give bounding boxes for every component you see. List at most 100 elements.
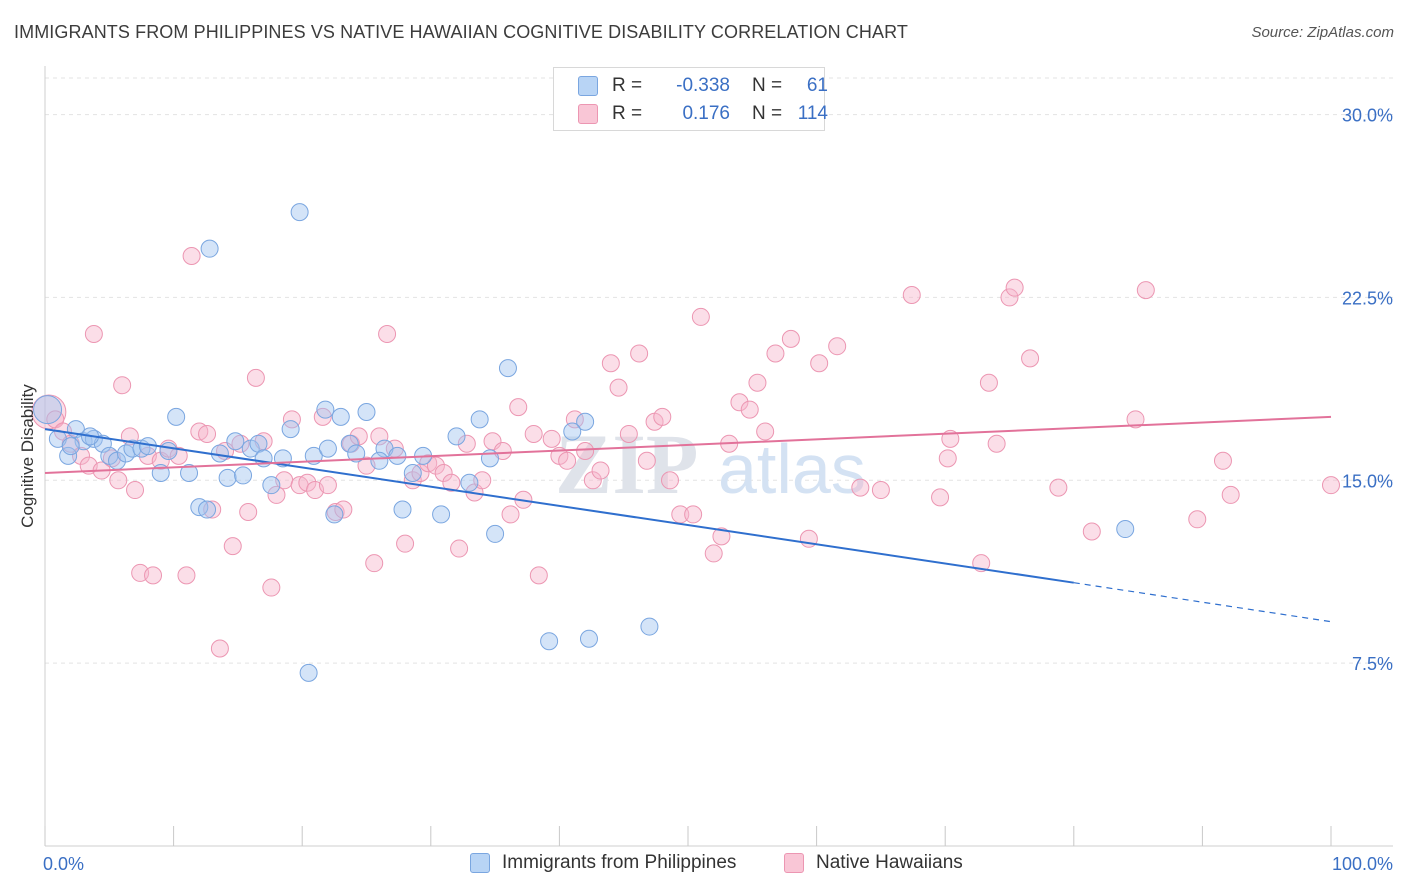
philippines-point: [370, 451, 389, 470]
hawaiians-point: [1213, 451, 1232, 470]
philippines-point: [579, 629, 598, 648]
hawaiians-point: [246, 368, 265, 387]
philippines-point: [340, 434, 359, 453]
hawaiians-point: [712, 527, 731, 546]
hawaiians-point: [109, 471, 128, 490]
hawaiians-point: [334, 500, 353, 519]
hawaiians-point: [1322, 476, 1340, 495]
watermark: ZIP: [555, 416, 698, 512]
philippines-point: [388, 446, 407, 465]
hawaiians-point: [426, 456, 445, 475]
hawaiians-point: [619, 424, 638, 443]
hawaiians-point: [231, 434, 250, 453]
y-tick-label: 30.0%: [1342, 106, 1393, 126]
hawaiians-point: [630, 344, 649, 363]
hawaiians-point: [542, 429, 561, 448]
hawaiians-point: [113, 376, 132, 395]
philippines-point: [159, 442, 178, 461]
hawaiians-point: [748, 373, 767, 392]
hawaiians-point: [828, 337, 847, 356]
grid-lines: [45, 77, 1393, 664]
hawaiians-point: [653, 407, 672, 426]
philippines-point: [281, 420, 300, 439]
hawaiians-point: [298, 473, 317, 492]
philippines-point: [540, 632, 559, 651]
trend-lines: [44, 415, 1332, 623]
legend-r-value: -0.338: [676, 75, 730, 96]
hawaiians-point: [318, 476, 337, 495]
legend-n-value: 114: [797, 103, 828, 124]
legend-row-philippines: R = -0.338 N = 61: [578, 73, 828, 99]
tick-labels: 7.5% 15.0% 22.5% 30.0% 0.0% 100.0%: [43, 106, 1393, 874]
philippines-point: [403, 463, 422, 482]
philippines-point: [640, 617, 659, 636]
y-axis-label: Cognitive Disability: [18, 384, 37, 528]
philippines-point: [563, 422, 582, 441]
hawaiians-point: [987, 434, 1006, 453]
hawaiians-point: [84, 325, 103, 343]
philippines-trend-extension: [1073, 582, 1332, 623]
hawaiians-point: [810, 354, 829, 373]
x-tick-label: 0.0%: [43, 854, 84, 874]
legend-n-value: 61: [806, 75, 828, 96]
hawaiians-point: [1126, 410, 1145, 429]
hawaiians-point: [1021, 349, 1040, 368]
hawaiians-point: [851, 478, 870, 497]
hawaiians-point: [1049, 478, 1068, 497]
philippines-point: [498, 359, 517, 378]
philippines-trend-line: [44, 428, 1074, 584]
bottom-legend-label: Native Hawaiians: [816, 852, 963, 873]
legend-n-label: N =: [752, 103, 783, 124]
philippines-point: [316, 400, 335, 419]
hawaiians-point: [691, 307, 710, 326]
legend-r-value: 0.176: [682, 103, 730, 124]
philippines-point: [234, 466, 253, 485]
hawaiians-point: [501, 505, 520, 524]
hawaiians-point: [396, 534, 415, 553]
hawaiians-point: [1005, 278, 1024, 297]
hawaiians-point: [223, 537, 242, 556]
hawaiians-point: [704, 544, 723, 563]
philippines-point: [576, 412, 595, 431]
hawaiians-point: [169, 446, 188, 465]
y-tick-label: 7.5%: [1352, 654, 1393, 674]
hawaiians-point: [740, 400, 759, 419]
hawaiians-point: [378, 325, 397, 343]
hawaiians-point: [524, 424, 543, 443]
hawaiians-point: [671, 505, 690, 524]
philippines-point: [198, 500, 217, 519]
hawaiians-point: [1082, 522, 1101, 541]
philippines-point: [226, 432, 245, 451]
hawaiians-point: [601, 354, 620, 373]
philippines-point: [460, 473, 479, 492]
hawaiians-point: [684, 505, 703, 524]
philippines-point: [218, 468, 237, 487]
y-tick-label: 22.5%: [1342, 288, 1393, 308]
legend-swatch-hawaiians: [578, 104, 598, 124]
y-tick-label: 15.0%: [1342, 471, 1393, 491]
hawaiians-point: [509, 398, 528, 417]
legend-r-label: R =: [612, 75, 643, 96]
philippines-point: [33, 395, 63, 425]
hawaiians-point: [239, 502, 258, 521]
philippines-point: [393, 500, 412, 519]
hawaiians-point: [144, 566, 163, 585]
bottom-legend: Immigrants from Philippines Native Hawai…: [0, 850, 1406, 878]
philippines-point: [61, 437, 80, 456]
hawaiians-point: [756, 422, 775, 441]
bottom-legend-swatch-hawaiians: [784, 853, 804, 873]
x-tick-label: 100.0%: [1332, 854, 1393, 874]
hawaiians-point: [660, 471, 679, 490]
chart-title: IMMIGRANTS FROM PHILIPPINES VS NATIVE HA…: [14, 22, 908, 42]
philippines-point: [299, 663, 318, 682]
philippines-point: [447, 427, 466, 446]
hawaiians-point: [931, 488, 950, 507]
hawaiians-point: [182, 246, 201, 265]
bottom-legend-label: Immigrants from Philippines: [502, 852, 737, 873]
hawaiians-point: [1221, 485, 1240, 504]
philippines-point: [470, 410, 489, 429]
philippines-point: [200, 239, 219, 258]
bottom-legend-swatch-philippines: [470, 853, 490, 873]
source-label: Source: ZipAtlas.com: [1251, 24, 1394, 41]
